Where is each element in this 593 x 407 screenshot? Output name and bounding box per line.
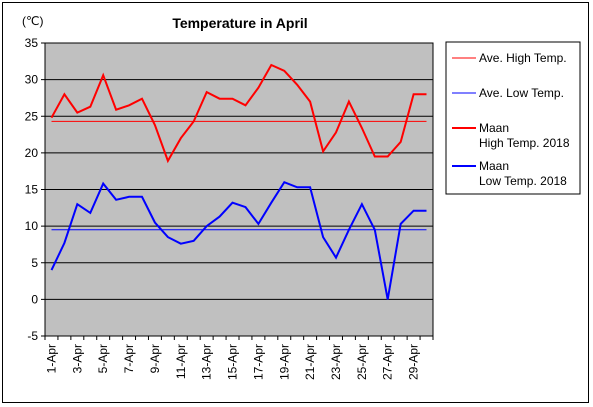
legend: Ave. High Temp. Ave. Low Temp. Maan High Te… xyxy=(445,41,581,195)
y-tick-label: 20 xyxy=(25,146,39,160)
x-tick-label: 25-Apr xyxy=(355,344,369,380)
x-tick-label: 3-Apr xyxy=(70,344,84,373)
x-tick-label: 19-Apr xyxy=(277,344,291,380)
y-tick-label: 35 xyxy=(25,36,39,50)
x-tick-label: 1-Apr xyxy=(44,344,58,373)
grid-lines xyxy=(45,79,433,300)
chart-title: Temperature in April xyxy=(172,15,307,31)
x-axis-ticks: 1-Apr 3-Apr 5-Apr 7-Apr 9-Apr 11-Apr 13-Apr 15-… xyxy=(44,336,434,380)
x-tick-label: 23-Apr xyxy=(329,344,343,380)
x-tick-label: 21-Apr xyxy=(303,344,317,380)
y-tick-label: 30 xyxy=(25,73,39,87)
x-tick-label: 17-Apr xyxy=(251,344,265,380)
series-line-4 xyxy=(50,180,427,300)
x-tick-label: 7-Apr xyxy=(122,344,136,373)
legend-label-3: Maan High Temp. 2018 xyxy=(479,121,570,150)
y-unit-label: (℃) xyxy=(22,14,43,28)
x-tick-label: 27-Apr xyxy=(381,344,395,380)
series-line-3 xyxy=(50,63,427,164)
legend-label-2: Ave. Low Temp. xyxy=(479,86,564,100)
y-tick-label: -5 xyxy=(27,329,38,343)
x-tick-label: 11-Apr xyxy=(174,344,188,379)
y-tick-label: 15 xyxy=(25,183,39,197)
y-tick-label: 25 xyxy=(25,109,39,123)
y-tick-label: 5 xyxy=(31,256,38,270)
x-tick-label: 29-Apr xyxy=(407,344,421,380)
x-tick-label: 15-Apr xyxy=(226,344,240,380)
legend-box xyxy=(445,41,581,195)
plot-border xyxy=(44,42,434,337)
series-lines xyxy=(50,63,427,300)
x-tick-label: 13-Apr xyxy=(200,344,214,380)
legend-label-4: Maan Low Temp. 2018 xyxy=(479,159,567,188)
y-tick-label: 10 xyxy=(25,219,39,233)
legend-label-1: Ave. High Temp. xyxy=(479,51,567,65)
y-tick-label: 0 xyxy=(31,292,38,306)
chart-frame xyxy=(2,2,589,403)
x-tick-label: 5-Apr xyxy=(96,344,110,373)
x-tick-label: 9-Apr xyxy=(148,344,162,373)
y-axis-ticks: -5 0 5 10 15 20 25 30 35 xyxy=(25,36,45,343)
